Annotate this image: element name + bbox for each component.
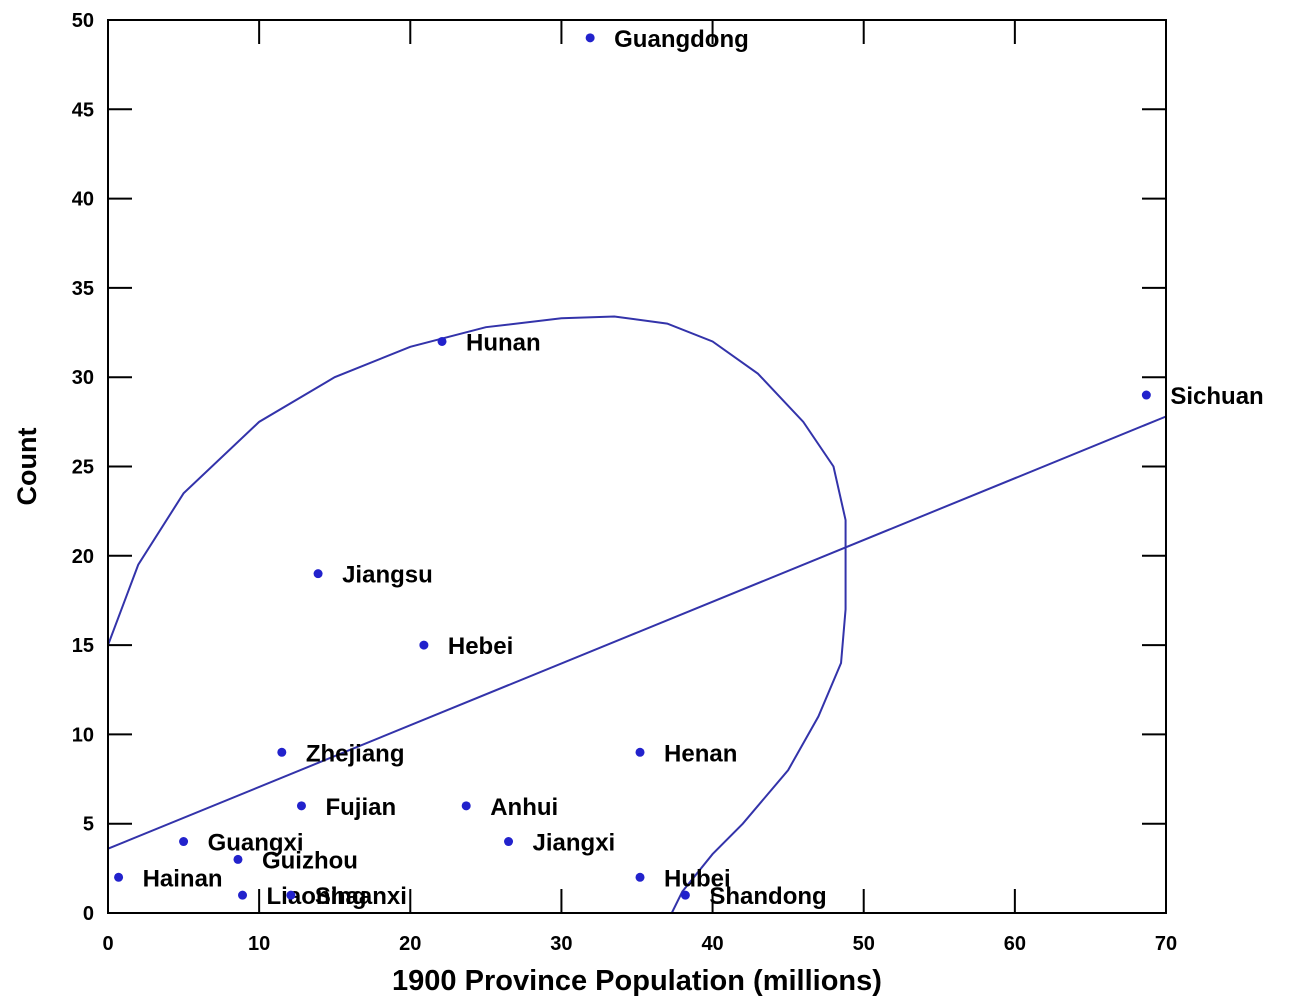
point-label: Jiangsu — [342, 562, 433, 589]
point-label: Hainan — [143, 865, 223, 892]
regression-line — [107, 415, 1167, 850]
ticks-layer: 0 10 20 30 40 50 60 70 0 5 10 15 20 25 30 35 40 45 50 — [72, 10, 1177, 955]
data-point — [585, 33, 595, 43]
data-point — [437, 336, 447, 346]
data-point — [296, 801, 306, 811]
data-point — [114, 872, 124, 882]
x-tick-label: 40 — [701, 933, 723, 955]
data-point — [286, 890, 296, 900]
data-point — [635, 747, 645, 757]
y-tick-label: 40 — [72, 189, 94, 211]
ellipse-curve — [107, 315, 847, 914]
point-label: Guizhou — [262, 847, 358, 874]
point-label: Hunan — [466, 329, 541, 356]
y-tick-label: 35 — [72, 278, 94, 300]
curve-layer — [107, 315, 847, 914]
point-label: Jiangxi — [533, 830, 616, 857]
y-tick-label: 10 — [72, 724, 94, 746]
y-tick-label: 50 — [72, 10, 94, 32]
data-point — [233, 854, 243, 864]
data-point — [419, 640, 429, 650]
point-label: Guangxi — [208, 830, 304, 857]
data-point — [635, 872, 645, 882]
data-point — [1141, 390, 1151, 400]
x-tick-label: 50 — [853, 933, 875, 955]
point-label: Guangdong — [614, 26, 749, 53]
point-label: Fujian — [325, 794, 396, 821]
y-tick-label: 0 — [83, 903, 94, 925]
x-axis-label: 1900 Province Population (millions) — [392, 965, 882, 997]
x-tick-label: 30 — [550, 933, 572, 955]
y-tick-label: 15 — [72, 635, 94, 657]
point-label: Hubei — [664, 865, 731, 892]
point-label: Henan — [664, 740, 737, 767]
y-tick-label: 30 — [72, 367, 94, 389]
points-layer: Guangdong Hunan Sichuan Jiangsu Hebei Zhejian… — [114, 26, 1264, 910]
y-axis-label: Count — [12, 428, 42, 506]
point-label: Sichuan — [1170, 383, 1263, 410]
y-tick-label: 5 — [83, 814, 94, 836]
regression-line-layer — [107, 415, 1167, 850]
point-label: Shandong — [709, 883, 826, 910]
y-tick-label: 45 — [72, 99, 94, 121]
data-point — [680, 890, 690, 900]
point-label: Shaanxi — [315, 883, 407, 910]
x-tick-label: 10 — [248, 933, 270, 955]
point-label: Liaoning — [267, 883, 367, 910]
data-point — [277, 747, 287, 757]
data-point — [313, 569, 323, 579]
point-label: Hebei — [448, 633, 513, 660]
plot-frame — [107, 19, 1167, 914]
point-label: Anhui — [490, 794, 558, 821]
x-tick-label: 0 — [102, 933, 113, 955]
x-tick-label: 20 — [399, 933, 421, 955]
data-point — [179, 837, 189, 847]
point-label: Zhejiang — [306, 740, 405, 767]
x-tick-label: 70 — [1155, 933, 1177, 955]
y-tick-label: 20 — [72, 546, 94, 568]
data-point — [238, 890, 248, 900]
x-tick-label: 60 — [1004, 933, 1026, 955]
y-tick-label: 25 — [72, 457, 94, 479]
data-point — [461, 801, 471, 811]
data-point — [504, 837, 514, 847]
